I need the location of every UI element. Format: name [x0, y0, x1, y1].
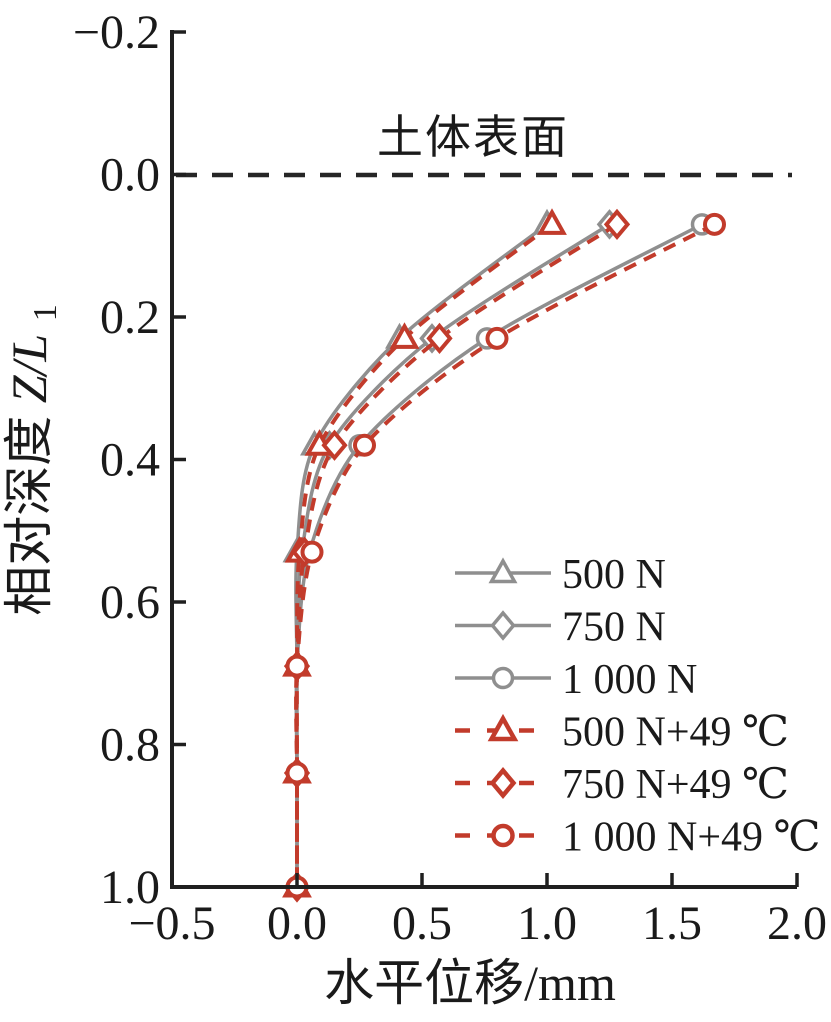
- y-tick-label: 0.4: [100, 434, 160, 487]
- legend-item-750-n-49: 750 N+49 ℃: [455, 762, 789, 808]
- x-tick-label: 0.5: [392, 897, 452, 950]
- marker-circle-1-000-n-49: [485, 326, 509, 350]
- soil-surface-group: 土体表面: [176, 112, 792, 178]
- x-tick-label: −0.5: [128, 897, 215, 950]
- legend-marker-500-n-49: [487, 713, 519, 742]
- y-tick-label: −0.2: [73, 6, 160, 59]
- legend-label-500-n-49: 500 N+49 ℃: [562, 710, 789, 756]
- marker-triangle-500-n-49: [389, 322, 420, 349]
- legend-marker-750-n-49: [489, 767, 517, 799]
- legend-item-1-000-n-49: 1 000 N+49 ℃: [455, 815, 821, 861]
- marker-circle-1-000-n-49: [703, 212, 726, 236]
- legend-item-500-n: 500 N: [455, 552, 666, 598]
- marker-circle-1-000-n-49: [300, 540, 324, 564]
- x-tick-label: 2.0: [767, 897, 827, 950]
- legend: 500 N 750 N 1 000 N 500 N+49 ℃ 750 N+49 ℃ 1 0…: [455, 552, 821, 861]
- marker-triangle-500-n-49: [537, 208, 567, 235]
- legend-label-1-000-n-49: 1 000 N+49 ℃: [562, 815, 821, 861]
- marker-diamond-750-n-49: [603, 208, 631, 240]
- y-axis-title-subscript: 1: [27, 304, 64, 321]
- series-group: [282, 208, 726, 903]
- legend-label-750-n-49: 750 N+49 ℃: [562, 762, 789, 808]
- y-axis-title-prefix: 相对深度: [1, 416, 57, 616]
- y-tick-label: 0.2: [100, 291, 160, 344]
- marker-circle-1-000-n-49: [285, 654, 309, 678]
- legend-label-750-n: 750 N: [562, 605, 666, 651]
- legend-label-500-n: 500 N: [562, 552, 666, 598]
- y-axis-title: 相对深度 Z/L 1: [1, 304, 64, 616]
- legend-item-750-n: 750 N: [455, 605, 666, 651]
- marker-diamond-750-n-49: [321, 429, 348, 461]
- marker-circle-1-000-n-49: [285, 761, 309, 785]
- x-tick-label: 1.0: [517, 897, 577, 950]
- y-tick-label: 0.0: [100, 149, 160, 202]
- legend-marker-1-000-n-49: [491, 823, 515, 848]
- y-tick-label: 1.0: [100, 861, 160, 914]
- legend-marker-1-000-n: [491, 666, 515, 690]
- legend-label-1-000-n: 1 000 N: [562, 657, 697, 703]
- x-axis-title: 水平位移/mm: [324, 955, 616, 1011]
- legend-marker-750-n: [490, 610, 516, 641]
- y-axis-title-variable: Z/L: [1, 334, 57, 404]
- legend-marker-500-n: [488, 557, 518, 584]
- legend-item-1-000-n: 1 000 N: [455, 657, 697, 703]
- legend-item-500-n-49: 500 N+49 ℃: [455, 710, 789, 756]
- y-tick-label: 0.6: [100, 576, 160, 629]
- axes-group: −0.20.00.20.40.60.81.0−0.5 0.0 0.5 1.0 1.5 2.…: [73, 6, 827, 950]
- x-tick-label: 1.5: [642, 897, 702, 950]
- marker-diamond-750-n-49: [426, 322, 453, 354]
- y-tick-label: 0.8: [100, 719, 160, 772]
- axis-titles-group: 水平位移/mm 相对深度 Z/L 1: [1, 304, 616, 1011]
- soil-surface-label: 土体表面: [377, 112, 569, 163]
- x-tick-label: 0.0: [267, 897, 327, 950]
- marker-circle-1-000-n-49: [353, 433, 376, 457]
